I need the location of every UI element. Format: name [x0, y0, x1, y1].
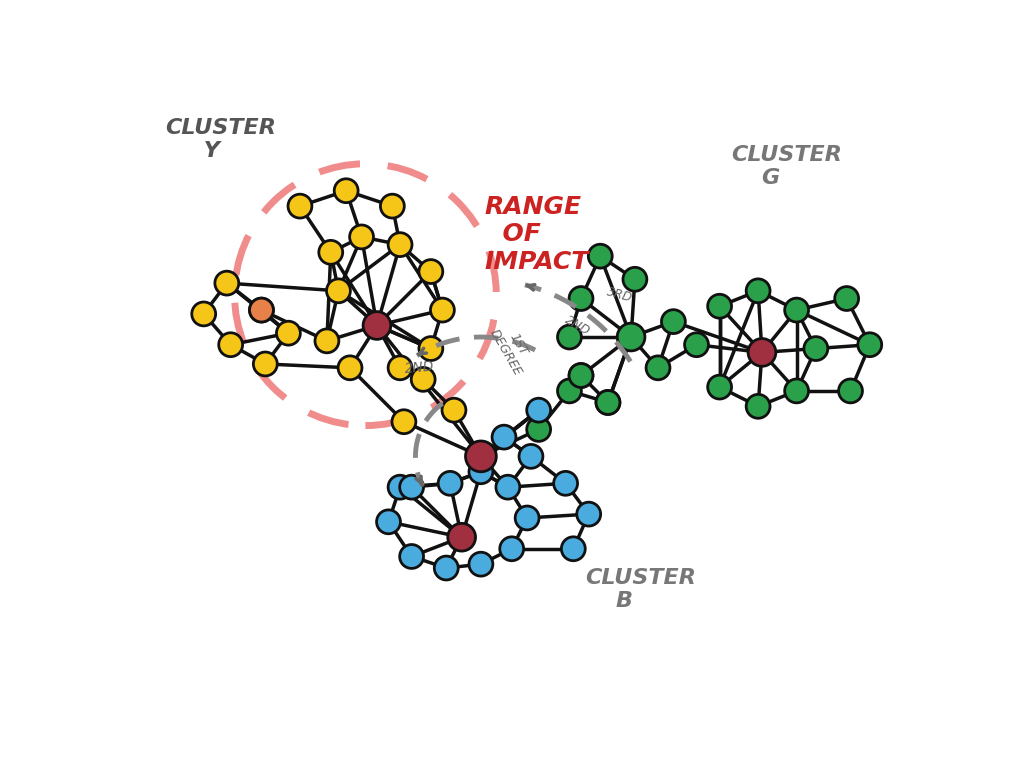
Circle shape	[219, 333, 243, 356]
Circle shape	[250, 298, 273, 322]
Circle shape	[526, 418, 551, 442]
Circle shape	[515, 506, 539, 530]
Circle shape	[784, 298, 809, 322]
Text: CLUSTER
    G: CLUSTER G	[731, 144, 842, 187]
Circle shape	[662, 310, 685, 333]
Circle shape	[526, 399, 551, 422]
Circle shape	[276, 321, 300, 345]
Circle shape	[557, 325, 582, 349]
Circle shape	[569, 363, 593, 387]
Circle shape	[496, 475, 520, 499]
Circle shape	[708, 294, 731, 318]
Circle shape	[315, 329, 339, 353]
Circle shape	[388, 233, 412, 257]
Text: 2ND: 2ND	[562, 313, 592, 338]
Circle shape	[557, 379, 582, 403]
Circle shape	[589, 244, 612, 268]
Circle shape	[617, 323, 645, 351]
Circle shape	[318, 240, 343, 264]
Circle shape	[338, 356, 361, 379]
Circle shape	[334, 179, 358, 203]
Text: CLUSTER
     Y: CLUSTER Y	[165, 118, 276, 161]
Circle shape	[746, 279, 770, 303]
Circle shape	[438, 472, 462, 495]
Circle shape	[858, 333, 882, 356]
Circle shape	[419, 260, 442, 283]
Circle shape	[250, 298, 273, 322]
Circle shape	[399, 475, 424, 499]
Circle shape	[804, 336, 827, 360]
Circle shape	[749, 339, 776, 366]
Circle shape	[469, 460, 493, 484]
Circle shape	[519, 445, 543, 468]
Circle shape	[835, 286, 858, 310]
Circle shape	[596, 391, 620, 415]
Circle shape	[784, 379, 809, 403]
Circle shape	[500, 537, 523, 561]
Circle shape	[412, 367, 435, 392]
Circle shape	[388, 475, 412, 499]
Circle shape	[685, 333, 709, 356]
Circle shape	[388, 356, 412, 379]
Circle shape	[469, 552, 493, 576]
Circle shape	[447, 523, 475, 551]
Text: 1ST
DEGREE: 1ST DEGREE	[486, 319, 537, 378]
Circle shape	[596, 391, 620, 415]
Circle shape	[349, 225, 374, 249]
Circle shape	[430, 298, 455, 322]
Circle shape	[392, 410, 416, 434]
Circle shape	[191, 302, 216, 326]
Circle shape	[569, 363, 593, 387]
Circle shape	[623, 267, 647, 291]
Circle shape	[442, 399, 466, 422]
Circle shape	[377, 510, 400, 534]
Circle shape	[561, 537, 586, 561]
Circle shape	[569, 286, 593, 310]
Circle shape	[554, 472, 578, 495]
Text: RANGE
  OF
IMPACT: RANGE OF IMPACT	[484, 194, 589, 274]
Circle shape	[399, 545, 424, 568]
Circle shape	[288, 194, 312, 218]
Text: 2ND: 2ND	[403, 359, 435, 376]
Circle shape	[466, 441, 497, 472]
Circle shape	[364, 312, 391, 339]
Text: CLUSTER
    B: CLUSTER B	[585, 568, 695, 611]
Text: 3RD: 3RD	[605, 285, 634, 304]
Circle shape	[493, 425, 516, 449]
Circle shape	[746, 395, 770, 419]
Circle shape	[381, 194, 404, 218]
Circle shape	[577, 502, 601, 526]
Circle shape	[327, 279, 350, 303]
Circle shape	[646, 356, 670, 379]
Circle shape	[253, 352, 278, 376]
Circle shape	[434, 556, 458, 580]
Circle shape	[215, 271, 239, 295]
Circle shape	[419, 336, 442, 360]
Circle shape	[708, 375, 731, 399]
Circle shape	[839, 379, 862, 403]
